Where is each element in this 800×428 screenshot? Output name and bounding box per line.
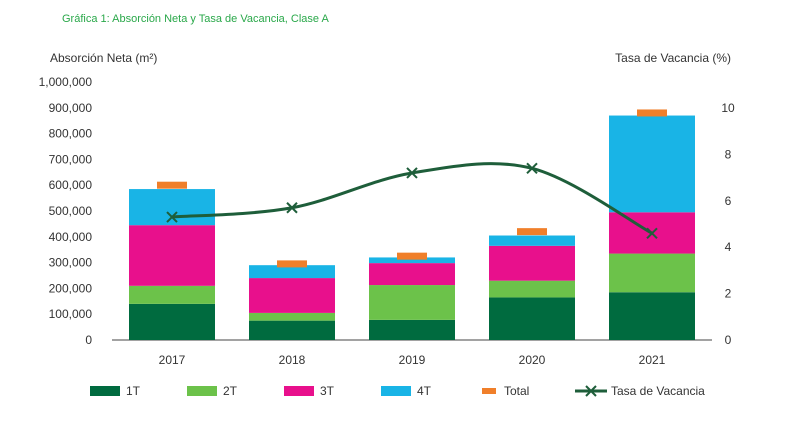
y-ticks: 0 100,000 200,000 300,000 400,000 500,000 600,… [39,75,93,347]
total-markers [157,109,667,268]
legend-label: 1T [126,384,141,398]
legend-label: 4T [417,384,432,398]
y2-tick-label: 8 [725,147,732,161]
bar-4t-2018 [249,265,335,279]
y-tick-label: 600,000 [49,178,93,192]
bar-2t-2020 [489,280,575,298]
y2-ticks: 0 2 4 6 8 10 [721,101,735,347]
bar-3t-2020 [489,245,575,281]
y2-tick-label: 2 [725,287,732,301]
bar-2t-2017 [129,285,215,304]
vacancy-marker-stroke [646,227,658,239]
bar-3t-2019 [369,263,455,286]
x-tick-label: 2017 [159,353,186,367]
total-marker-2017 [157,181,187,189]
y-tick-label: 200,000 [49,281,93,295]
bar-1t-2020 [489,297,575,340]
legend-item-total: Total [482,384,529,398]
y2-tick-label: 10 [721,101,735,115]
bar-2t-2021 [609,253,695,293]
bar-1t-2018 [249,320,335,340]
bar-2t-2019 [369,285,455,320]
y2-axis-label: Tasa de Vacancia (%) [615,51,731,65]
y-axis-label: Absorción Neta (m²) [50,51,157,65]
x-tick-label: 2020 [519,353,546,367]
legend-item-4t: 4T [381,384,432,398]
legend-swatch [284,386,314,396]
legend-item-tasa-de-vacancia: Tasa de Vacancia [575,384,705,398]
bars [129,115,695,340]
bar-2t-2018 [249,312,335,321]
vacancy-marker-stroke [286,202,298,214]
x-tick-label: 2021 [639,353,666,367]
legend-swatch [90,386,120,396]
vacancy-marker-2021 [646,227,658,239]
legend-label: 2T [223,384,238,398]
vacancy-line-layer [166,162,658,239]
legend-swatch-marker [585,385,597,397]
y-tick-label: 900,000 [49,101,93,115]
bar-4t-2017 [129,189,215,226]
total-marker-2021 [637,109,667,117]
x-tick-label: 2018 [279,353,306,367]
bar-3t-2018 [249,278,335,313]
bar-1t-2017 [129,303,215,340]
vacancy-marker-2020 [526,162,538,175]
bar-4t-2021 [609,115,695,213]
legend-item-3t: 3T [284,384,335,398]
y2-tick-label: 6 [725,194,732,208]
y-tick-label: 300,000 [49,256,93,270]
y2-tick-label: 4 [725,240,732,254]
vacancy-marker-stroke [166,211,178,223]
y2-tick-label: 0 [725,333,732,347]
total-marker-2019 [397,252,427,260]
bar-1t-2021 [609,292,695,340]
y-tick-label: 100,000 [49,307,93,321]
legend-swatch [381,386,411,396]
y-tick-label: 800,000 [49,127,93,141]
bar-4t-2020 [489,235,575,246]
y-tick-label: 700,000 [49,152,93,166]
legend: 1T 2T 3T 4T Total Tasa de Vacancia [90,384,705,398]
y-tick-label: 0 [85,333,92,347]
bar-3t-2017 [129,225,215,286]
y-tick-label: 400,000 [49,230,93,244]
total-marker-2018 [277,260,307,268]
x-tick-label: 2019 [399,353,426,367]
chart-title: Gráfica 1: Absorción Neta y Tasa de Vaca… [62,13,329,25]
vacancy-marker-stroke [526,162,538,175]
x-ticks: 2017 2018 2019 2020 2021 [159,353,666,367]
total-marker-2020 [517,228,547,236]
legend-swatch [187,386,217,396]
bar-4t-2019 [369,257,455,264]
legend-label: 3T [320,384,335,398]
vacancy-marker-stroke [406,167,418,179]
vacancy-marker-2017 [166,211,178,223]
legend-label: Total [504,384,529,398]
legend-swatch [482,388,496,394]
vacancy-marker-2019 [406,167,418,179]
legend-item-2t: 2T [187,384,238,398]
vacancy-marker-2018 [286,202,298,214]
y-tick-label: 500,000 [49,204,93,218]
bar-1t-2019 [369,319,455,340]
y-tick-label: 1,000,000 [39,75,93,89]
legend-item-1t: 1T [90,384,141,398]
legend-label: Tasa de Vacancia [611,384,705,398]
